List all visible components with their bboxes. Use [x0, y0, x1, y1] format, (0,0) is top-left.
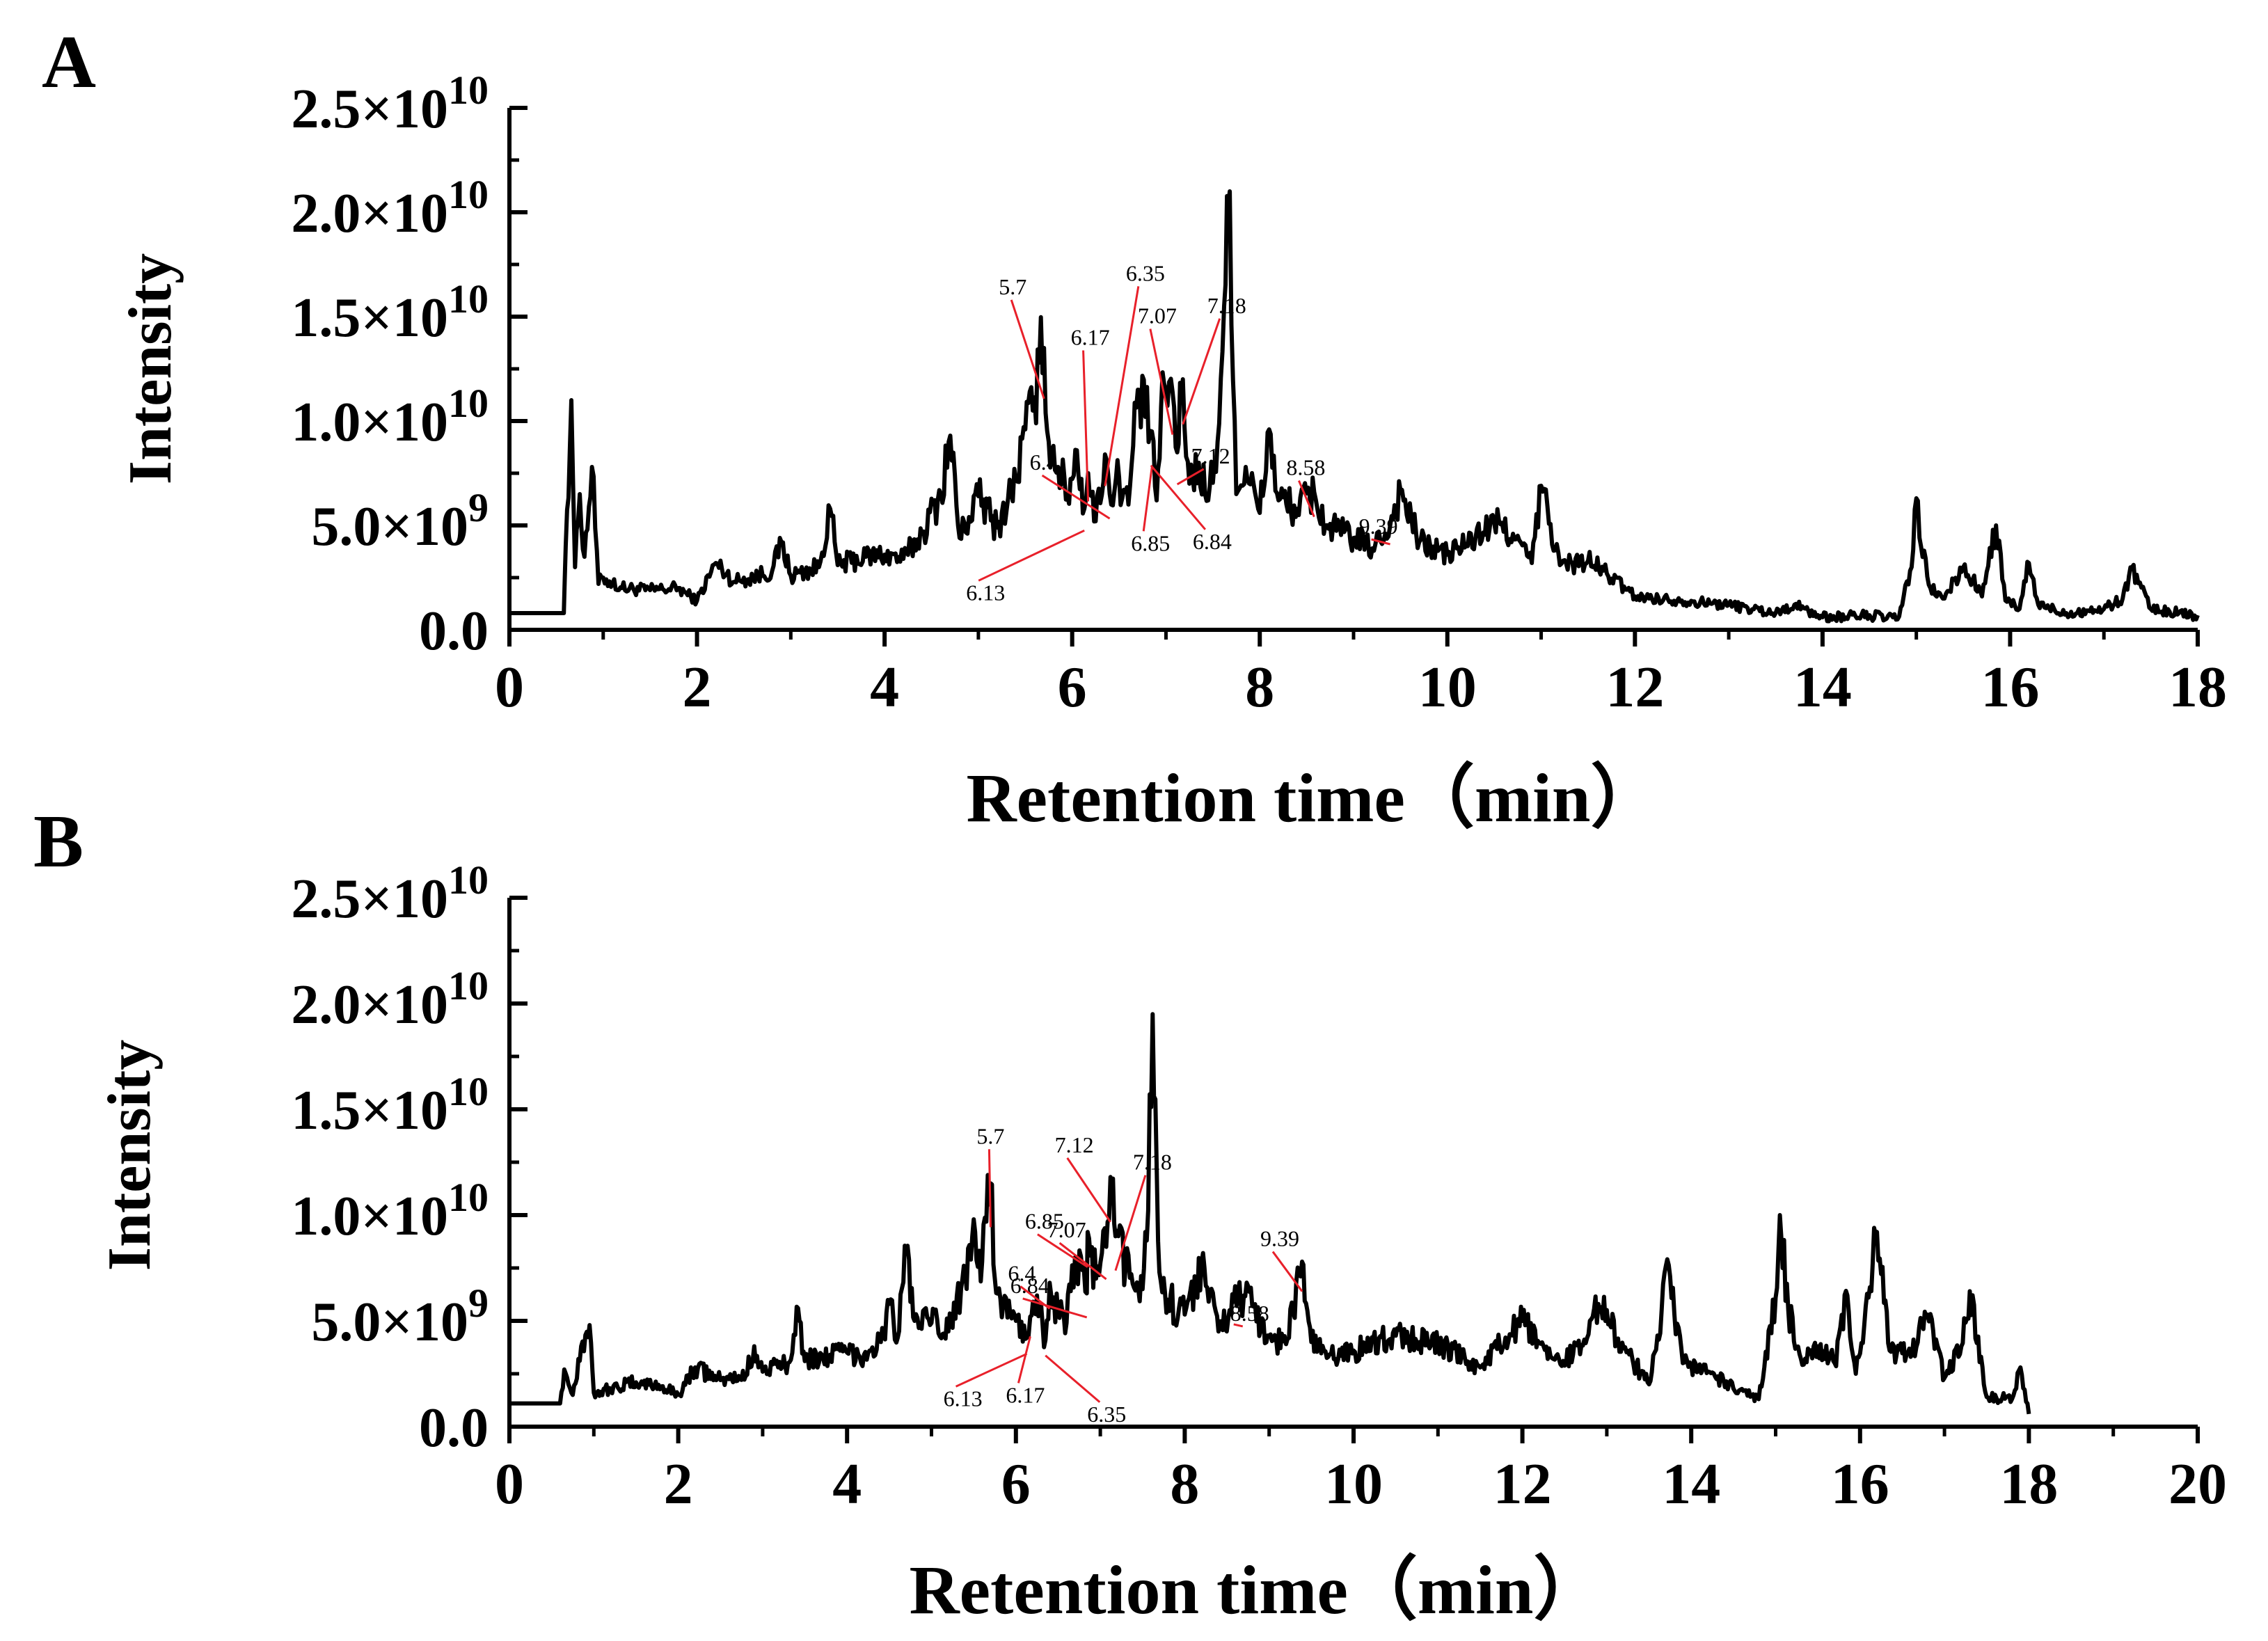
panel-a-annotation-label: 6.4	[1030, 450, 1058, 475]
panel-b-x-tick-label: 16	[1831, 1452, 1889, 1516]
panel-a-y-tick-label: 0.0	[419, 601, 489, 662]
panel-a-annotation-leader	[1182, 318, 1221, 425]
panel-a-annotation-label: 9.39	[1359, 514, 1398, 539]
panel-b-x-tick-label: 20	[2168, 1452, 2227, 1516]
panel-b-annotation-label: 5.7	[976, 1123, 1004, 1148]
panel-a-x-tick-label: 8	[1245, 655, 1274, 720]
panel-b-annotation-leader	[955, 1352, 1028, 1388]
panel-a-annotation-label: 7.12	[1191, 443, 1230, 468]
panel-b-y-tick-label: 1.0×1010	[291, 1175, 489, 1247]
panel-a-x-tick-label: 2	[683, 655, 712, 720]
panel-a-x-tick-label: 12	[1605, 655, 1664, 720]
panel-a-annotation-leader	[1041, 474, 1111, 520]
panel-a-y-tick-label: 1.0×1010	[291, 381, 489, 453]
panel-a-annotation-label: 7.07	[1138, 303, 1177, 328]
panel-a-annotation-label: 5.7	[999, 274, 1026, 299]
panel-b-annotation-leader	[1037, 1233, 1088, 1268]
panel-a: A Intensity Retention time（min） 0.0 5.0×1…	[42, 21, 2227, 837]
panel-a-annotation-leader	[1176, 468, 1205, 486]
panel-a-annotation-leader	[978, 529, 1085, 582]
panel-a-letter: A	[42, 21, 96, 104]
panel-b-x-tick-label: 18	[1999, 1452, 2058, 1516]
panel-b-x-tick-label: 8	[1170, 1452, 1199, 1516]
panel-b: B Intensity Retention time（min） 0.0 5.0×1…	[33, 800, 2227, 1628]
panel-a-annotation-leader	[1082, 350, 1090, 502]
panel-a-y-tick-label: 5.0×109	[311, 485, 489, 557]
panel-b-annotation-label: 9.39	[1260, 1226, 1299, 1251]
panel-b-annotation-leader	[1233, 1323, 1244, 1328]
panel-a-x-tick-label: 6	[1058, 655, 1087, 720]
panel-b-annotation-label: 6.17	[1006, 1382, 1045, 1407]
panel-a-x-axis-label: Retention time（min）	[966, 759, 1660, 837]
panel-b-annotation-label: 7.07	[1047, 1217, 1086, 1242]
panel-a-annotation-leader	[1142, 467, 1153, 532]
panel-a-x-tick-label: 0	[495, 655, 524, 720]
panel-b-annotation-leader	[1017, 1336, 1031, 1384]
panel-a-annotation-label: 6.85	[1131, 530, 1170, 555]
panel-b-annotation-leader	[1022, 1297, 1088, 1319]
panel-a-y-tick-label: 2.5×1010	[291, 68, 489, 140]
panel-b-annotation-leader	[1058, 1242, 1107, 1281]
panel-a-annotation-label: 6.84	[1193, 529, 1232, 554]
panel-a-x-tick-label: 18	[2168, 655, 2227, 720]
panel-b-x-tick-label: 12	[1493, 1452, 1552, 1516]
panel-a-x-tick-label: 14	[1793, 655, 1852, 720]
panel-b-annotation-label: 8.58	[1230, 1301, 1269, 1326]
panel-a-annotation-leader	[1150, 464, 1207, 530]
panel-b-annotation-leader	[1271, 1251, 1303, 1292]
panel-b-x-tick-label: 0	[495, 1452, 524, 1516]
panel-a-annotation-leader	[1371, 538, 1390, 546]
panel-b-y-tick-label: 2.0×1010	[291, 963, 489, 1036]
panel-a-annotation-label: 6.13	[966, 580, 1005, 605]
panel-b-y-tick-label: 1.5×1010	[291, 1069, 489, 1141]
panel-b-y-tick-label: 2.5×1010	[291, 857, 489, 930]
panel-b-axes: 0.0 5.0×109 1.0×1010 1.5×1010 2.0×1010 2.5×10…	[291, 857, 2227, 1516]
panel-b-annotation-label: 7.18	[1133, 1150, 1172, 1175]
panel-b-letter: B	[33, 800, 84, 883]
panel-b-annotation-label: 7.12	[1055, 1132, 1094, 1157]
panel-b-annotation-label: 6.4	[1008, 1260, 1036, 1285]
panel-a-annotation-label: 8.58	[1286, 455, 1325, 480]
panel-b-x-tick-label: 14	[1662, 1452, 1720, 1516]
panel-b-y-tick-label: 0.0	[419, 1397, 489, 1459]
panel-b-x-tick-label: 4	[832, 1452, 862, 1516]
panel-b-annotation-leader	[988, 1149, 992, 1228]
panel-a-axes: 0.0 5.0×109 1.0×1010 1.5×1010 2.0×1010 2.5×10…	[291, 68, 2227, 720]
panel-b-x-tick-label: 10	[1324, 1452, 1383, 1516]
panel-b-annotation-leader	[1066, 1157, 1111, 1223]
panel-a-annotation-leader	[1010, 299, 1045, 399]
panel-b-x-tick-label: 6	[1001, 1452, 1031, 1516]
panel-a-annotation-label: 6.17	[1071, 325, 1110, 350]
panel-a-tic-trace	[509, 189, 2200, 624]
panel-a-x-tick-label: 16	[1981, 655, 2039, 720]
panel-a-x-tick-label: 4	[870, 655, 899, 720]
panel-b-annotation-leader	[1045, 1354, 1101, 1403]
panel-b-x-tick-label: 2	[664, 1452, 693, 1516]
panel-b-annotation-leader	[1020, 1285, 1051, 1310]
panel-b-annotation-label: 6.35	[1087, 1402, 1126, 1427]
panel-b-y-tick-label: 5.0×109	[311, 1281, 489, 1353]
panel-a-annotation-leader	[1104, 286, 1140, 486]
panel-b-y-axis-label: Intensity	[96, 1040, 164, 1271]
panel-b-annotation-label: 6.13	[944, 1386, 983, 1411]
panel-a-annotation-label: 6.35	[1126, 260, 1165, 285]
panel-b-x-axis-label: Retention time（min）	[909, 1551, 1603, 1628]
panel-a-y-axis-label: Intensity	[117, 253, 184, 485]
panel-b-annotation-leader	[1114, 1175, 1147, 1271]
panel-a-annotation-leader	[1298, 480, 1315, 518]
panel-b-tic-trace	[509, 1012, 2031, 1415]
panel-a-annotation-label: 7.18	[1207, 293, 1246, 318]
panel-a-y-tick-label: 1.5×1010	[291, 276, 489, 349]
panel-a-annotation-leader	[1149, 328, 1174, 435]
panel-a-y-tick-label: 2.0×1010	[291, 172, 489, 244]
panel-b-annotation-label: 6.85	[1025, 1209, 1064, 1234]
panel-a-x-tick-label: 10	[1418, 655, 1477, 720]
